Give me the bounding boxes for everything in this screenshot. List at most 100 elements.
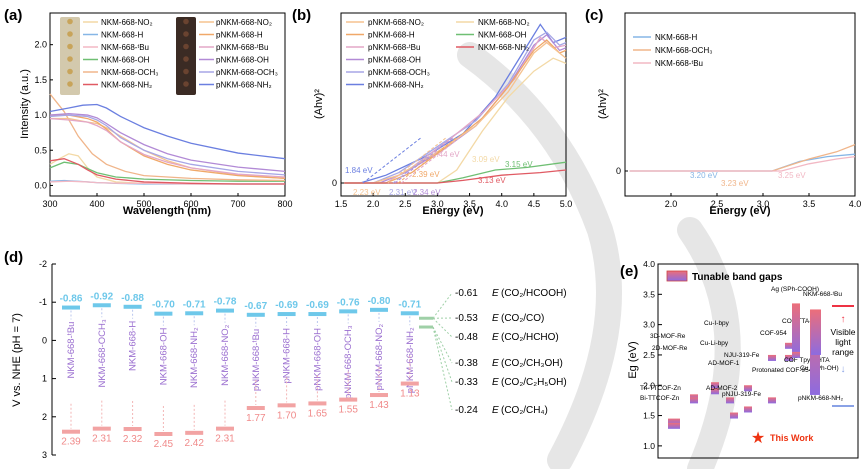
- gap-bar: [792, 351, 800, 358]
- series-line-nkm-668-och3: [49, 93, 286, 182]
- panel-label-a: (a): [4, 7, 22, 24]
- ytick-label-e: 3.5: [643, 289, 655, 299]
- legend-label-b: pNKM-668-H: [368, 31, 415, 40]
- range-label-3: range: [832, 347, 854, 357]
- ytick-label-a: 1.0: [34, 110, 47, 120]
- vb-bar: [339, 397, 358, 402]
- legend-label-b: NKM-668-OH: [478, 31, 527, 40]
- ref-material-label: Cu-Li-bpy: [700, 340, 729, 347]
- tangent-line-b: [387, 137, 447, 184]
- cb-bar: [339, 309, 358, 314]
- panel-label-e: (e): [620, 263, 638, 280]
- ticks-d: -2 -1 0 1 2 3: [39, 259, 56, 460]
- vb-value-label: 1.65: [308, 408, 328, 419]
- cb-value-label: -0.88: [121, 293, 144, 304]
- legend-label-a: pNKM-668-OCH₃: [216, 68, 278, 77]
- powder-dot-a: [183, 31, 189, 37]
- annotation-b: 2.44 eV: [432, 150, 460, 159]
- arrow-up-icon: ↑: [841, 314, 846, 325]
- legend-label-b: pNKM-668-OCH₃: [368, 68, 430, 77]
- ytick-label-d: -1: [39, 297, 47, 307]
- ticks-e: 1.0 1.5 2.0 2.5 3.0 3.5 4.0: [643, 259, 662, 451]
- material-label: pNKM-668-H: [282, 328, 293, 384]
- material-label: NKM-668-H: [128, 321, 139, 371]
- annotation-b: 2.34 eV: [413, 188, 441, 197]
- material-label: NKM-668-NH₂: [189, 327, 200, 388]
- series-line-nkm-668-h: [629, 153, 856, 172]
- vb-bar: [62, 429, 80, 434]
- ytick-label-e: 2.0: [643, 380, 655, 390]
- annotation-c: 3.25 eV: [778, 171, 806, 180]
- legend-b: pNKM-668-NO₂ pNKM-668-H pNKM-668-ᵗBu pNKM-6…: [346, 18, 530, 90]
- redox-prefix: E: [492, 288, 499, 299]
- ylabel-c: (Ahv)²: [597, 89, 609, 119]
- panel-label-c: (c): [585, 7, 603, 24]
- legend-label-b: pNKM-668-NO₂: [368, 18, 424, 27]
- xtick-label-b: 4.0: [495, 199, 508, 209]
- ticks-b: 1.5 2.0 2.5 3.0 3.5 4.0 4.5 5.0 0: [332, 178, 572, 209]
- tangent-line-b: [394, 137, 454, 184]
- legend-text-e: Tunable band gaps: [692, 272, 783, 283]
- powder-dot-a: [67, 68, 73, 75]
- cb-value-label: -0.80: [368, 296, 391, 307]
- cb-bar: [123, 304, 142, 309]
- powder-dot-a: [183, 18, 189, 25]
- range-label-2: light: [835, 337, 851, 347]
- vb-bar: [400, 381, 419, 386]
- annotation-b: 2.31 eV: [389, 188, 417, 197]
- cb-value-label: -0.76: [337, 297, 360, 308]
- ylabel-d: V vs. NHE (pH = 7): [11, 313, 23, 407]
- series-line-nkm-668-oh: [49, 161, 285, 182]
- legend-label-b: NKM-668-NH₂: [478, 43, 529, 52]
- powder-dot-a: [67, 81, 73, 87]
- bars-e: Tri-TTCOF-Zn Bi-TTCOF-Zn 3D-MOF-Re 2D-MOF-R…: [640, 286, 844, 429]
- powder-dot-a: [67, 56, 73, 62]
- vb-value-label: 2.32: [123, 434, 143, 445]
- vb-value-label: 2.45: [154, 439, 174, 450]
- range-label-1: Visible: [831, 327, 856, 337]
- cb-bar: [277, 312, 296, 317]
- plot-frame-b: [340, 12, 567, 197]
- annotation-b: 2.39 eV: [412, 170, 440, 179]
- ytick-label-e: 1.5: [643, 411, 655, 421]
- xtick-label-b: 3.0: [431, 199, 444, 209]
- legend-label-b: NKM-668-NO₂: [478, 18, 530, 27]
- ref-material-label: COF-954: [760, 330, 787, 337]
- gap-bar: [768, 354, 776, 361]
- redox-prefix: E: [492, 405, 499, 416]
- vb-value-label: 2.39: [61, 437, 81, 448]
- legend-label-a: pNKM-668-OH: [216, 56, 269, 65]
- powder-dot-a: [67, 31, 73, 37]
- tangent-line-b: [397, 137, 457, 184]
- series-line-pnkm-668-nh2: [49, 103, 286, 160]
- redox-connector: [432, 326, 453, 411]
- redox-species: (CO₂/CO): [501, 313, 544, 324]
- material-label: NKM-668-NO₂: [220, 324, 231, 386]
- legend-label-c: NKM-668-ᵗBu: [655, 59, 703, 68]
- xtick-label-a: 700: [230, 199, 245, 209]
- ytick-label-e: 2.5: [643, 350, 655, 360]
- ref-material-label: AD-MOF-1: [708, 360, 740, 367]
- ytick-label-d: 2: [42, 412, 47, 422]
- legend-label-a: pNKM-668-NH₂: [216, 81, 272, 90]
- ref-material-label: pNJU-319-Fe: [722, 391, 761, 398]
- xtick-label-c: 3.5: [803, 199, 816, 209]
- ref-material-label: Bi-TTCOF-Zn: [640, 395, 680, 402]
- powder-dot-a: [183, 81, 189, 87]
- redox-bar-lower: [419, 325, 433, 329]
- ref-material-label: Ag (SPh-COOH): [771, 286, 819, 293]
- series-line-pnkm-668-h: [344, 39, 567, 184]
- visible-range-e: Visible light range ↑ ↓: [831, 305, 856, 407]
- series-line-pnkm-668-no2: [50, 117, 286, 180]
- ref-material-label: 2D-MOF-Re: [652, 345, 688, 352]
- legend-swatch-e: [666, 270, 688, 282]
- vb-bar: [277, 403, 296, 408]
- cb-bar: [308, 312, 327, 317]
- vb-value-label: 1.13: [400, 389, 420, 400]
- vb-value-label: 1.43: [369, 400, 389, 411]
- redox-prefix: E: [492, 358, 499, 369]
- redox-value: -0.61: [455, 288, 478, 299]
- series-line-pnkm-668-tbu: [49, 117, 286, 178]
- redox-connector: [432, 326, 453, 383]
- redox-d: -0.61 E (CO₂/HCOOH)-0.53 E (CO₂/CO)-0.48 E (CO…: [419, 288, 567, 416]
